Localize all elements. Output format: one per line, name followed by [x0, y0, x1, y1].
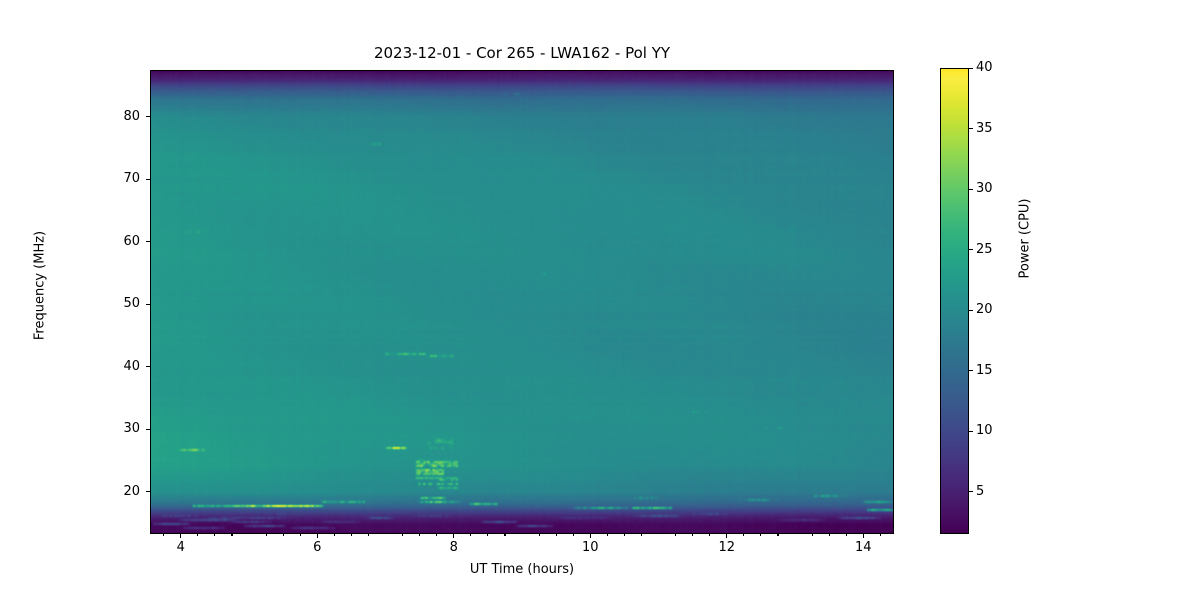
- x-axis-minor-tick: [282, 534, 284, 537]
- colorbar-tick-label: 30: [976, 181, 993, 197]
- y-axis-tick-label: 70: [123, 171, 140, 187]
- colorbar-tick-label: 10: [976, 423, 993, 439]
- y-axis-major-tick: [146, 366, 150, 368]
- colorbar-tick: [969, 309, 973, 311]
- x-axis-minor-tick: [402, 534, 404, 537]
- x-axis-minor-tick: [828, 534, 830, 537]
- x-axis-minor-tick: [197, 534, 199, 537]
- colorbar-tick: [969, 370, 973, 372]
- colorbar-label: Power (CPU): [1017, 198, 1033, 279]
- colorbar-gradient: [941, 69, 968, 533]
- x-axis-minor-tick: [214, 534, 216, 537]
- y-axis-tick-label: 20: [123, 483, 140, 499]
- x-axis-minor-tick: [470, 534, 472, 537]
- colorbar-tick: [969, 188, 973, 190]
- x-axis-minor-tick: [436, 534, 438, 537]
- x-axis-minor-tick: [743, 534, 745, 537]
- colorbar[interactable]: [940, 68, 969, 534]
- x-axis-minor-tick: [299, 534, 301, 537]
- colorbar-tick-label: 15: [976, 362, 993, 378]
- x-axis-tick-label: 6: [313, 540, 322, 555]
- x-axis-major-tick: [862, 534, 864, 538]
- x-axis-minor-tick: [350, 534, 352, 537]
- x-axis-major-tick: [589, 534, 591, 538]
- colorbar-tick-label: 35: [976, 120, 993, 136]
- y-axis-tick-label: 60: [123, 233, 140, 249]
- x-axis-major-tick: [316, 534, 318, 538]
- colorbar-tick-label: 5: [976, 483, 985, 499]
- x-axis-minor-tick: [845, 534, 847, 537]
- x-axis-minor-tick: [811, 534, 813, 537]
- spectrogram-axes[interactable]: [150, 70, 894, 534]
- x-axis-minor-tick: [675, 534, 677, 537]
- x-axis-major-tick: [453, 534, 455, 538]
- x-axis-minor-tick: [163, 534, 165, 537]
- x-axis-minor-tick: [572, 534, 574, 537]
- x-axis-major-tick: [180, 534, 182, 538]
- x-axis-minor-tick: [760, 534, 762, 537]
- y-axis-label: Frequency (MHz): [32, 230, 48, 341]
- y-axis-major-tick: [146, 178, 150, 180]
- x-axis-minor-tick: [555, 534, 557, 537]
- x-axis-major-tick: [726, 534, 728, 538]
- colorbar-tick: [969, 128, 973, 130]
- colorbar-tick: [969, 249, 973, 251]
- x-axis-minor-tick: [879, 534, 881, 537]
- page-title: 2023-12-01 - Cor 265 - LWA162 - Pol YY: [373, 44, 671, 62]
- colorbar-tick: [969, 430, 973, 432]
- y-axis-tick-label: 80: [123, 108, 140, 124]
- colorbar-tick-label: 25: [976, 241, 993, 257]
- colorbar-tick-label: 40: [976, 60, 993, 75]
- y-axis-major-tick: [146, 303, 150, 305]
- x-axis-tick-label: 4: [176, 540, 185, 555]
- x-axis-minor-tick: [231, 534, 233, 537]
- y-axis-tick-label: 50: [123, 296, 140, 312]
- colorbar-tick-label: 20: [976, 302, 993, 318]
- y-axis-major-tick: [146, 428, 150, 430]
- x-axis-minor-tick: [692, 534, 694, 537]
- x-axis-tick-label: 12: [718, 540, 736, 555]
- spectrogram-image[interactable]: [151, 71, 893, 533]
- x-axis-minor-tick: [538, 534, 540, 537]
- x-axis-minor-tick: [367, 534, 370, 537]
- x-axis-label: UT Time (hours): [469, 562, 575, 577]
- x-axis-minor-tick: [419, 534, 421, 537]
- colorbar-tick: [969, 491, 973, 493]
- y-axis-tick-label: 40: [123, 358, 140, 374]
- x-axis-minor-tick: [777, 534, 779, 537]
- x-axis-tick-label: 10: [581, 540, 599, 555]
- x-axis-tick-label: 14: [855, 540, 872, 555]
- x-axis-minor-tick: [487, 534, 489, 537]
- x-axis-minor-tick: [709, 534, 711, 537]
- x-axis-minor-tick: [265, 534, 267, 537]
- y-axis-major-tick: [146, 491, 150, 493]
- x-axis-minor-tick: [606, 534, 608, 537]
- x-axis-minor-tick: [640, 534, 643, 537]
- y-axis-major-tick: [146, 116, 150, 118]
- y-axis-tick-label: 30: [123, 421, 140, 437]
- y-axis-major-tick: [146, 241, 150, 243]
- colorbar-tick: [969, 67, 973, 69]
- x-axis-minor-tick: [504, 534, 506, 537]
- x-axis-minor-tick: [333, 534, 335, 537]
- x-axis-tick-label: 8: [449, 540, 458, 555]
- x-axis-minor-tick: [623, 534, 625, 537]
